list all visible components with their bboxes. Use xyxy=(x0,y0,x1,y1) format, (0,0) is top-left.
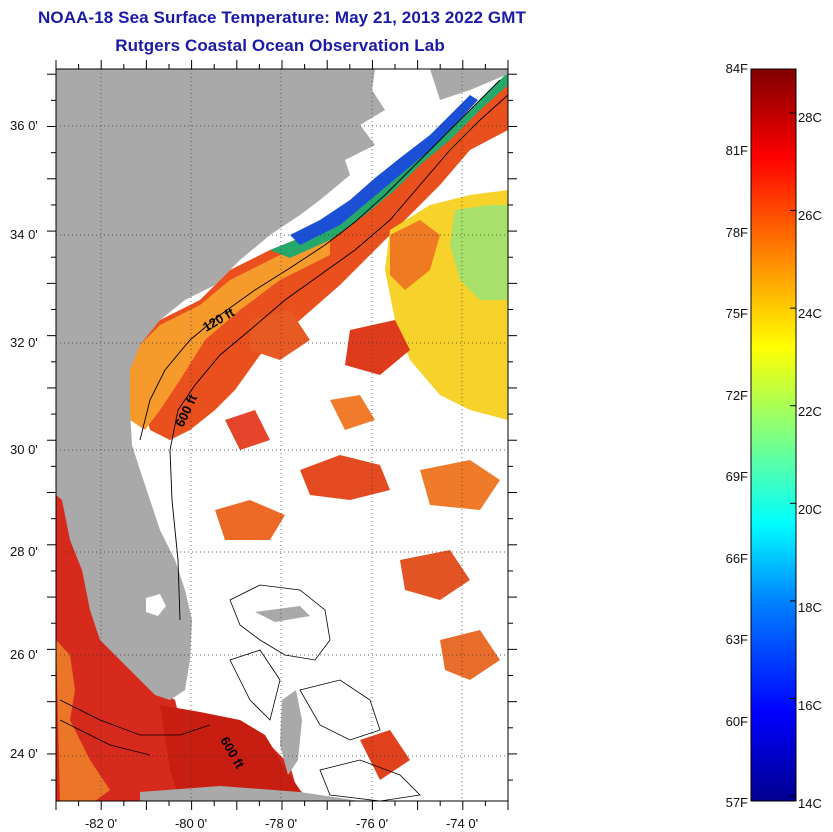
lon-label-74: -74 0' xyxy=(445,816,479,831)
lon-label-82: -82 0' xyxy=(84,816,118,831)
gulf-sst-region xyxy=(56,490,300,801)
colorbar-ticks xyxy=(790,112,796,797)
colorbar-gradient xyxy=(750,68,797,802)
cb-f-label-60: 60F xyxy=(725,714,748,729)
cb-f-label-72: 72F xyxy=(725,388,748,403)
lat-label-26: 26 0' xyxy=(10,647,38,662)
cb-f-label-78: 78F xyxy=(725,225,748,240)
cb-f-label-75: 75F xyxy=(725,306,748,321)
patch-c xyxy=(345,320,410,375)
cb-f-label-57: 57F xyxy=(725,795,748,810)
patch-f xyxy=(330,395,375,430)
lat-label-24: 24 0' xyxy=(10,746,38,761)
contour-bahamas xyxy=(229,584,421,801)
gulf-warm-streak xyxy=(56,640,110,801)
cb-f-label-69: 69F xyxy=(725,469,748,484)
cb-c-label-16: 16C xyxy=(798,698,822,713)
lon-label-78: -78 0' xyxy=(264,816,298,831)
land-southeast-us xyxy=(56,69,385,700)
cb-c-label-20: 20C xyxy=(798,502,822,517)
lat-label-28: 28 0' xyxy=(10,544,38,559)
lat-label-32: 32 0' xyxy=(10,335,38,350)
nearshore-blue-band xyxy=(290,95,478,245)
patch-i xyxy=(360,730,410,780)
cb-f-label-84: 84F xyxy=(725,61,748,76)
offshore-orange-patch xyxy=(390,220,440,290)
graticule xyxy=(56,69,508,801)
contour-600ft xyxy=(169,94,508,621)
patch-central xyxy=(300,455,390,500)
cb-c-label-24: 24C xyxy=(798,306,822,321)
cb-c-label-28: 28C xyxy=(798,110,822,125)
map-ticks xyxy=(47,60,517,810)
offshore-green-region xyxy=(450,205,508,300)
patch-e xyxy=(400,550,470,600)
map-title: NOAA-18 Sea Surface Temperature: May 21,… xyxy=(38,8,526,27)
cb-c-label-26: 26C xyxy=(798,208,822,223)
cb-f-label-66: 66F xyxy=(725,551,748,566)
shelf-orange-band xyxy=(130,238,330,430)
land-outer-banks xyxy=(430,69,508,100)
land-andros xyxy=(280,690,302,775)
contour-120ft xyxy=(139,79,501,441)
land-grand-bahama xyxy=(255,606,310,622)
lon-label-80: -80 0' xyxy=(174,816,208,831)
cb-f-label-63: 63F xyxy=(725,632,748,647)
patch-a xyxy=(420,460,500,510)
lon-label-76: -76 0' xyxy=(355,816,389,831)
lake-okeechobee xyxy=(146,594,166,616)
land-cuba xyxy=(140,786,360,801)
lat-label-34: 34 0' xyxy=(10,227,38,242)
map-area xyxy=(56,69,508,801)
cb-c-label-22: 22C xyxy=(798,404,822,419)
lat-label-36: 36 0' xyxy=(10,118,38,133)
cb-c-label-14: 14C xyxy=(798,796,822,811)
cb-f-label-81: 81F xyxy=(725,143,748,158)
patch-d xyxy=(215,500,285,540)
lat-label-30: 30 0' xyxy=(10,442,38,457)
map-subtitle: Rutgers Coastal Ocean Observation Lab xyxy=(115,36,445,55)
patch-g xyxy=(225,410,270,450)
contour-florida-keys xyxy=(59,699,211,756)
cb-c-label-18: 18C xyxy=(798,600,822,615)
patch-b xyxy=(250,310,310,360)
patch-h xyxy=(440,630,500,680)
